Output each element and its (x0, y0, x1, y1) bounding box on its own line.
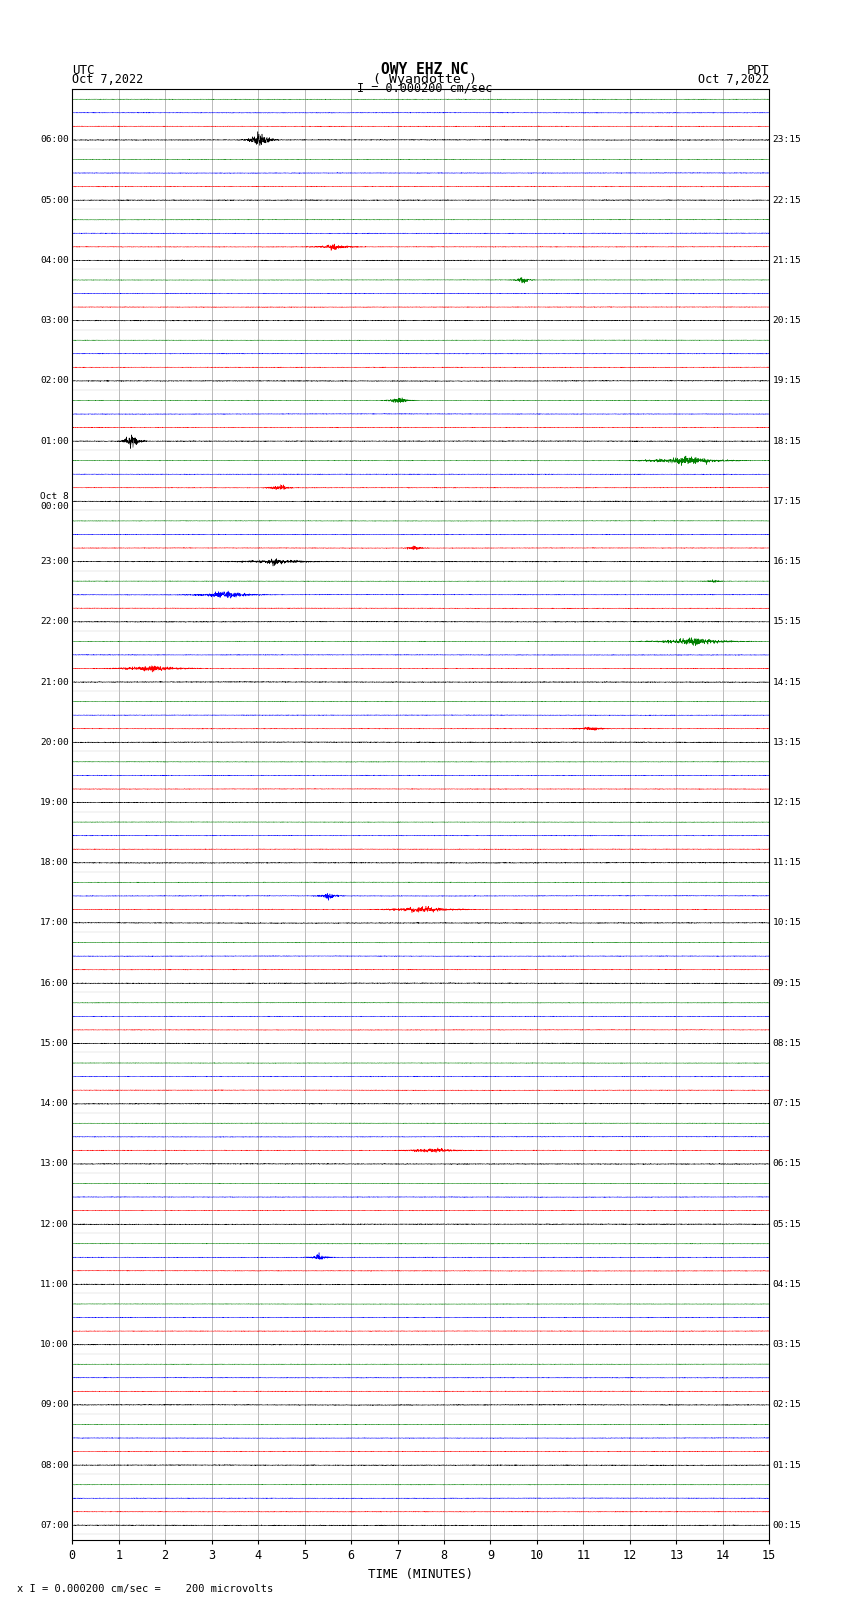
Text: 06:00: 06:00 (40, 135, 69, 145)
Text: 19:00: 19:00 (40, 798, 69, 806)
Text: 13:15: 13:15 (773, 737, 802, 747)
Text: 19:15: 19:15 (773, 376, 802, 386)
Text: 10:15: 10:15 (773, 918, 802, 927)
Text: 04:00: 04:00 (40, 256, 69, 265)
Text: 11:15: 11:15 (773, 858, 802, 868)
Text: 09:00: 09:00 (40, 1400, 69, 1410)
Text: 07:00: 07:00 (40, 1521, 69, 1529)
Text: 16:15: 16:15 (773, 556, 802, 566)
Text: 18:00: 18:00 (40, 858, 69, 868)
Text: 23:00: 23:00 (40, 556, 69, 566)
Text: 00:15: 00:15 (773, 1521, 802, 1529)
Text: 02:15: 02:15 (773, 1400, 802, 1410)
Text: 03:15: 03:15 (773, 1340, 802, 1348)
Text: 17:00: 17:00 (40, 918, 69, 927)
Text: 14:15: 14:15 (773, 677, 802, 687)
Text: 21:15: 21:15 (773, 256, 802, 265)
Text: OWY EHZ NC: OWY EHZ NC (382, 61, 468, 77)
Text: 05:00: 05:00 (40, 195, 69, 205)
Text: 18:15: 18:15 (773, 437, 802, 445)
Text: 06:15: 06:15 (773, 1160, 802, 1168)
Text: PDT: PDT (747, 63, 769, 77)
Text: 01:00: 01:00 (40, 437, 69, 445)
Text: 22:15: 22:15 (773, 195, 802, 205)
Text: 10:00: 10:00 (40, 1340, 69, 1348)
Text: Oct 8
00:00: Oct 8 00:00 (40, 492, 69, 511)
Text: 11:00: 11:00 (40, 1279, 69, 1289)
Text: UTC: UTC (72, 63, 94, 77)
Text: 20:00: 20:00 (40, 737, 69, 747)
Text: 15:15: 15:15 (773, 618, 802, 626)
Text: 12:15: 12:15 (773, 798, 802, 806)
Text: 21:00: 21:00 (40, 677, 69, 687)
Text: 17:15: 17:15 (773, 497, 802, 506)
Text: I = 0.000200 cm/sec: I = 0.000200 cm/sec (357, 81, 493, 94)
Text: 09:15: 09:15 (773, 979, 802, 987)
Text: x I = 0.000200 cm/sec =    200 microvolts: x I = 0.000200 cm/sec = 200 microvolts (17, 1584, 273, 1594)
Text: 12:00: 12:00 (40, 1219, 69, 1229)
Text: 04:15: 04:15 (773, 1279, 802, 1289)
Text: 03:00: 03:00 (40, 316, 69, 326)
Text: 20:15: 20:15 (773, 316, 802, 326)
Text: 15:00: 15:00 (40, 1039, 69, 1048)
Text: 01:15: 01:15 (773, 1461, 802, 1469)
Text: 16:00: 16:00 (40, 979, 69, 987)
Text: 07:15: 07:15 (773, 1098, 802, 1108)
Text: 02:00: 02:00 (40, 376, 69, 386)
Text: 08:15: 08:15 (773, 1039, 802, 1048)
Text: 13:00: 13:00 (40, 1160, 69, 1168)
Text: Oct 7,2022: Oct 7,2022 (698, 73, 769, 85)
Text: 23:15: 23:15 (773, 135, 802, 145)
Text: ( Wyandotte ): ( Wyandotte ) (373, 73, 477, 85)
Text: 08:00: 08:00 (40, 1461, 69, 1469)
Text: 05:15: 05:15 (773, 1219, 802, 1229)
Text: 14:00: 14:00 (40, 1098, 69, 1108)
Text: 22:00: 22:00 (40, 618, 69, 626)
X-axis label: TIME (MINUTES): TIME (MINUTES) (368, 1568, 473, 1581)
Text: Oct 7,2022: Oct 7,2022 (72, 73, 144, 85)
